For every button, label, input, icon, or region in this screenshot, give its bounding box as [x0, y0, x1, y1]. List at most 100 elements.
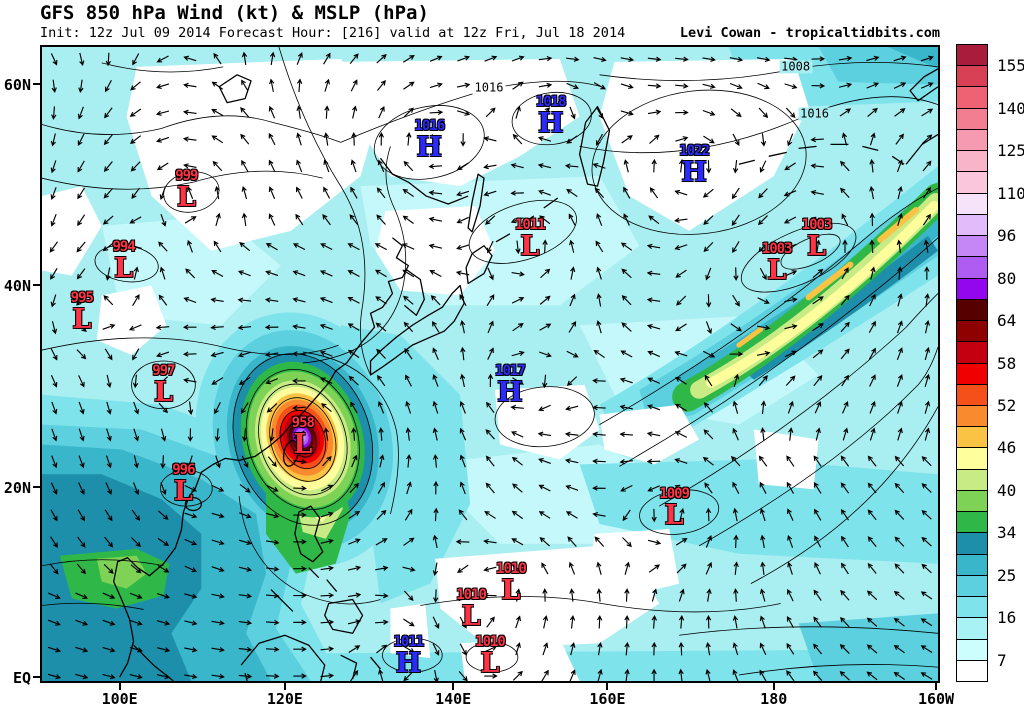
colorbar-label: 80 — [997, 268, 1017, 288]
pressure-letter: L — [173, 476, 193, 508]
wind-arrows — [47, 51, 934, 681]
colorbar-cell — [956, 65, 988, 88]
pressure-value: 1010 — [456, 586, 487, 603]
colorbar-cell — [956, 128, 988, 152]
pressure-value: 994 — [112, 238, 135, 255]
isobars — [42, 47, 938, 676]
init-valid-line: Init: 12z Jul 09 2014 Forecast Hour: [21… — [40, 25, 626, 41]
x-axis-tick — [452, 683, 455, 690]
x-axis-tick — [935, 683, 937, 690]
colorbar: 7 16 25 34 40 46 52 58 64 80 96 110 125 140 155 — [956, 44, 1024, 682]
colorbar-cell — [956, 447, 988, 470]
colorbar-cell — [956, 277, 988, 300]
isobar-label: 1016 — [472, 80, 506, 95]
pressure-letter: H — [497, 376, 523, 408]
pressure-value: 1009 — [659, 486, 690, 503]
colorbar-label: 96 — [997, 226, 1017, 246]
colorbar-cell — [956, 44, 988, 67]
pressure-center-l-1009: 1009 L — [659, 486, 690, 529]
isobar-label: 1016 — [798, 105, 831, 121]
y-axis-label: 20N — [3, 479, 31, 498]
pressure-value: 1010 — [496, 560, 527, 577]
pressure-letter: H — [681, 157, 707, 189]
pressure-letter: L — [767, 254, 787, 286]
x-axis-tick — [118, 683, 121, 690]
pressure-center-h-1018: 1018 H — [535, 93, 567, 137]
pressure-value: 995 — [70, 290, 94, 307]
colorbar-cell — [956, 574, 988, 598]
pressure-center-l-1003: 1003 L — [761, 240, 793, 286]
pressure-center-l-1010: 1010 L — [496, 560, 527, 604]
pressure-center-h-1016: 1016 H — [414, 118, 445, 161]
colorbar-label: 140 — [997, 98, 1024, 118]
pressure-letter: H — [395, 648, 422, 680]
pressure-center-h-1022: 1022 H — [679, 144, 710, 189]
pressure-value: 1003 — [761, 240, 793, 257]
y-axis-tick — [33, 486, 40, 489]
colorbar-label: 110 — [997, 183, 1024, 203]
pressure-center-l-1003: 1003 L — [801, 216, 833, 262]
colorbar-label: 25 — [997, 565, 1017, 585]
colorbar-cell — [956, 617, 988, 640]
pressure-value: 1016 — [414, 118, 445, 135]
colorbar-label: 58 — [997, 353, 1017, 373]
colorbar-label: 46 — [997, 438, 1017, 458]
colorbar-cell — [956, 256, 988, 279]
y-axis-label: EQ — [12, 669, 31, 687]
colorbar-label: 155 — [997, 56, 1024, 76]
pressure-center-l-994: 994 L — [112, 238, 135, 284]
x-axis-label: 160W — [917, 690, 955, 708]
pressure-letter: L — [153, 376, 173, 408]
pressure-center-l-1010: 1010 L — [456, 586, 487, 630]
pressure-letter: L — [176, 182, 196, 214]
colorbar-cell — [956, 362, 988, 385]
pressure-center-l-1011: 1011 L — [515, 218, 546, 262]
x-axis-tick — [606, 683, 609, 690]
colorbar-label: 64 — [997, 311, 1017, 331]
x-axis-label: 140E — [435, 690, 472, 708]
colorbar-cell — [956, 532, 988, 555]
colorbar-cell — [956, 596, 988, 619]
pressure-center-l-995: 995 L — [70, 290, 94, 336]
pressure-letter: L — [114, 252, 134, 284]
colorbar-label: 16 — [997, 608, 1017, 628]
pressure-center-l-1010: 1010 L — [475, 635, 506, 677]
pressure-value: 999 — [175, 168, 198, 185]
pressure-center-l-958: 958 L — [292, 416, 315, 460]
colorbar-cell — [956, 320, 988, 343]
pressure-letter: L — [520, 230, 540, 262]
x-axis-label: 100E — [101, 690, 138, 708]
pressure-center-l-996: 996 L — [172, 462, 195, 508]
pressure-value: 996 — [172, 462, 195, 479]
colorbar-cell — [956, 511, 988, 534]
colorbar-cell — [956, 86, 988, 109]
wind-shading — [42, 47, 938, 681]
colorbar-cell — [956, 298, 988, 322]
colorbar-cell — [956, 192, 988, 215]
pressure-value: 1018 — [535, 93, 567, 110]
y-axis-tick — [33, 676, 40, 678]
pressure-letter: L — [293, 428, 313, 460]
colorbar-label: 125 — [997, 141, 1024, 161]
y-axis-label: 60N — [3, 75, 31, 94]
pressure-letter: L — [72, 304, 92, 336]
pressure-value: 1011 — [393, 634, 425, 651]
colorbar-cell — [956, 426, 988, 449]
map-canvas: 999 L 994 L 995 L 997 L 996 L 958 L 1016 H 1018 H 1022 H 1… — [40, 45, 940, 683]
pressure-center-h-1017: 1017 H — [495, 364, 526, 408]
x-axis-tick — [283, 683, 286, 690]
colorbar-cell — [956, 171, 988, 194]
page-title: GFS 850 hPa Wind (kt) & MSLP (hPa) — [40, 2, 429, 24]
colorbar-label: 40 — [997, 480, 1017, 500]
pressure-center-h-1011: 1011 H — [393, 634, 425, 680]
pressure-value: 1003 — [801, 216, 833, 233]
map-overlay: 999 L 994 L 995 L 997 L 996 L 958 L 1016 H 1018 H 1022 H 1… — [42, 47, 938, 681]
coastlines — [113, 68, 938, 681]
colorbar-cell — [956, 638, 988, 661]
colorbar-cell — [956, 213, 988, 237]
pressure-letter: L — [807, 230, 827, 262]
colorbar-cell — [956, 235, 988, 258]
x-axis-label: 180 — [760, 690, 788, 708]
x-axis-tick — [772, 683, 775, 690]
